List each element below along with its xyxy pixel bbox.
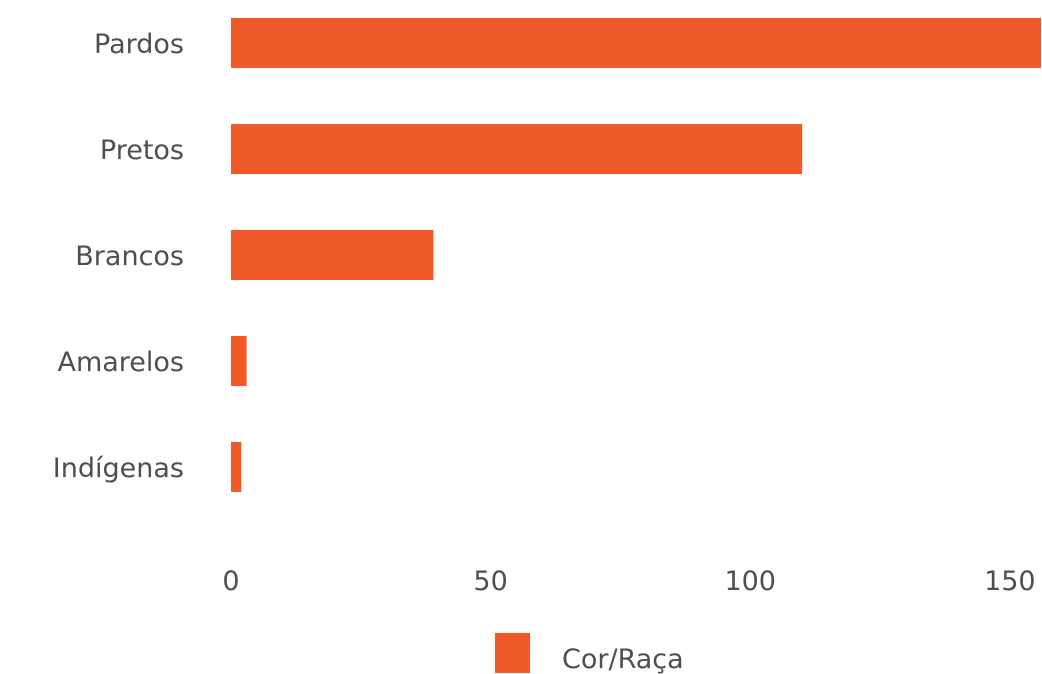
x-tick-label-0: 0 — [222, 566, 239, 597]
x-tick-label-50: 50 — [473, 566, 507, 597]
category-label-brancos: Brancos — [75, 241, 184, 272]
legend-swatch — [495, 633, 530, 673]
bar-amarelos[interactable] — [231, 336, 247, 386]
category-label-indígenas: Indígenas — [53, 453, 184, 484]
x-tick-label-100: 100 — [724, 566, 776, 597]
bar-brancos[interactable] — [231, 230, 434, 280]
bar-pretos[interactable] — [231, 124, 803, 174]
category-label-pretos: Pretos — [100, 135, 184, 166]
bar-indígenas[interactable] — [231, 442, 242, 492]
category-labels-group: Pardos Pretos Brancos Amarelos Indígenas — [53, 29, 184, 484]
x-tick-label-150: 150 — [984, 566, 1036, 597]
bars-group — [231, 18, 1041, 492]
x-axis-tick-labels: 0 50 100 150 — [222, 566, 1035, 597]
bar-pardos[interactable] — [231, 18, 1041, 68]
legend[interactable]: Cor/Raça — [495, 633, 684, 674]
category-label-pardos: Pardos — [94, 29, 184, 60]
legend-label: Cor/Raça — [562, 644, 684, 674]
category-label-amarelos: Amarelos — [57, 347, 184, 378]
